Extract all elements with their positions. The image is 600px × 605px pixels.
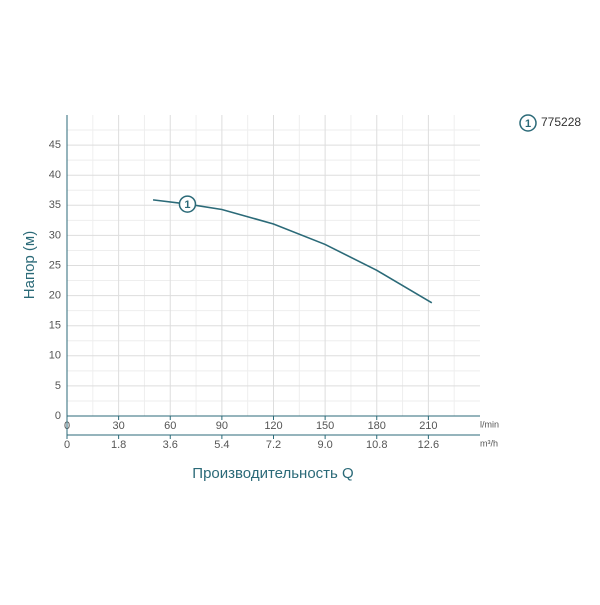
legend-marker xyxy=(519,114,537,132)
y-tick-label: 15 xyxy=(49,320,61,332)
x-tick-label: 120 xyxy=(264,420,282,432)
y-tick-label: 40 xyxy=(49,169,61,181)
x-tick-label: 150 xyxy=(316,420,334,432)
x2-tick-label: 0 xyxy=(64,439,70,451)
x-tick-label: 210 xyxy=(419,420,437,432)
x2-tick-label: 1.8 xyxy=(111,439,126,451)
curve-marker-label: 1 xyxy=(184,199,190,211)
y-axis-label: Напор (м) xyxy=(21,231,38,299)
x2-tick-label: 5.4 xyxy=(214,439,229,451)
y-tick-label: 25 xyxy=(49,259,61,271)
x2-unit: m³/h xyxy=(480,438,498,448)
y-tick-label: 0 xyxy=(55,410,61,422)
y-tick-label: 10 xyxy=(49,350,61,362)
x-tick-label: 60 xyxy=(164,420,176,432)
y-tick-label: 5 xyxy=(55,380,61,392)
x2-tick-label: 3.6 xyxy=(163,439,178,451)
x-tick-label: 180 xyxy=(368,420,386,432)
y-tick-label: 35 xyxy=(49,199,61,211)
x2-tick-label: 7.2 xyxy=(266,439,281,451)
legend-marker-label: 1 xyxy=(525,118,531,130)
y-tick-label: 20 xyxy=(49,290,61,302)
y-tick-label: 45 xyxy=(49,139,61,151)
curve xyxy=(152,199,433,304)
x-tick-label: 30 xyxy=(113,420,125,432)
x2-tick-label: 9.0 xyxy=(317,439,332,451)
x-unit: l/min xyxy=(480,419,499,429)
x2-tick-label: 12.6 xyxy=(418,439,439,451)
y-tick-label: 30 xyxy=(49,229,61,241)
x-axis-label: Производительность Q xyxy=(192,465,353,482)
x-tick-label: 90 xyxy=(216,420,228,432)
legend-label: 775228 xyxy=(541,115,581,129)
curve-marker xyxy=(178,195,197,213)
x2-tick-label: 10.8 xyxy=(366,439,387,451)
